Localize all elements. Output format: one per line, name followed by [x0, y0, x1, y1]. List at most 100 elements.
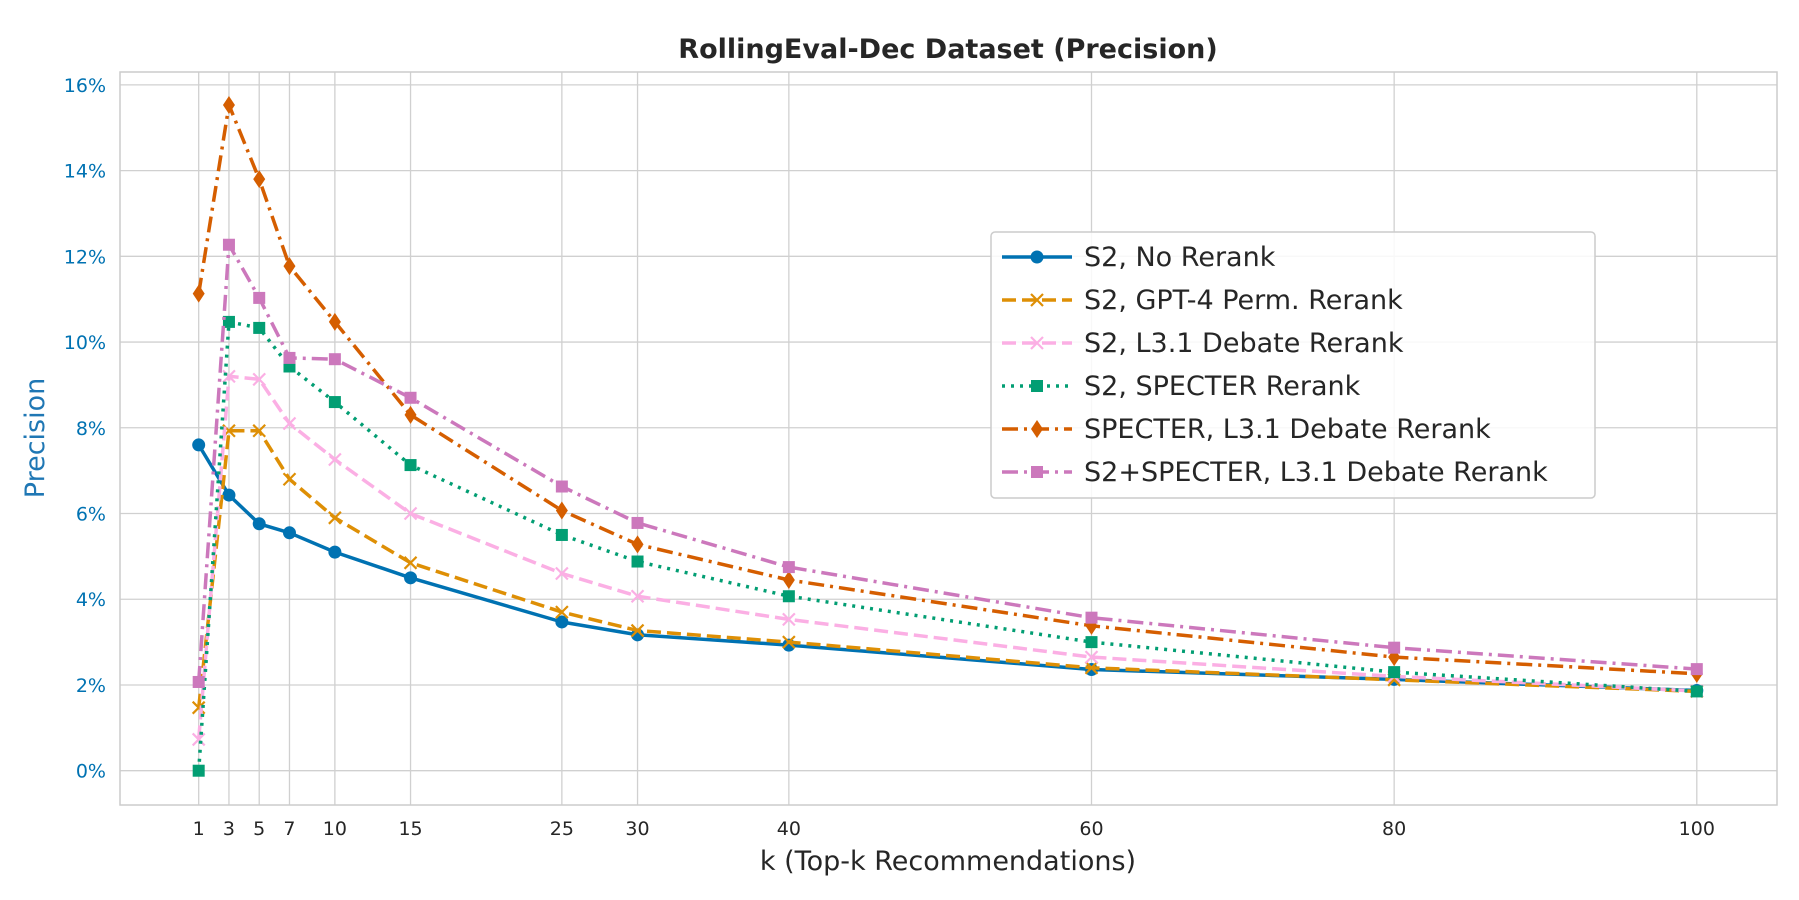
legend-entry: S2, GPT-4 Perm. Rerank [1002, 285, 1403, 316]
legend-entry: S2, No Rerank [1002, 242, 1276, 273]
series-4 [192, 315, 1703, 777]
data-point [782, 561, 795, 574]
data-point [328, 353, 341, 366]
data-point [630, 589, 645, 604]
x-tick-label: 10 [323, 818, 347, 840]
data-point [328, 312, 341, 331]
data-point [782, 570, 795, 589]
data-point [282, 416, 297, 431]
data-point [782, 590, 795, 603]
data-point [404, 571, 418, 585]
data-point [1388, 641, 1401, 654]
data-point [404, 405, 417, 424]
data-point [222, 96, 235, 115]
y-tick-label: 8% [76, 418, 106, 440]
plot-frame [119, 71, 1778, 806]
data-point [252, 517, 266, 531]
legend-entry: S2+SPECTER, L3.1 Debate Rerank [1002, 457, 1548, 488]
data-point [782, 612, 796, 627]
y-tick-label: 2% [76, 675, 106, 697]
data-point [1690, 685, 1703, 698]
data-point [192, 764, 205, 777]
legend-entry: SPECTER, L3.1 Debate Rerank [1002, 414, 1491, 445]
data-point [404, 391, 417, 404]
y-tick-label: 0% [76, 761, 106, 783]
data-point [555, 528, 568, 541]
data-point [1085, 636, 1098, 649]
data-point [328, 396, 341, 409]
y-tick-label: 12% [64, 246, 106, 268]
data-point [222, 238, 235, 251]
x-tick-label: 7 [283, 818, 295, 840]
data-point [631, 535, 644, 554]
legend-label: S2, GPT-4 Perm. Rerank [1084, 285, 1403, 316]
y-axis-label: Precision [20, 378, 51, 498]
series-line [196, 374, 1697, 740]
data-point [192, 675, 205, 688]
x-axis-label: k (Top-k Recommendations) [760, 846, 1136, 877]
series-line [196, 429, 1697, 708]
series-line [197, 443, 1697, 693]
data-point [253, 291, 266, 304]
data-point [631, 555, 644, 568]
legend: S2, No Rerank S2, GPT-4 Perm. Rerank S2, L… [990, 231, 1596, 499]
legend-label: S2, L3.1 Debate Rerank [1084, 328, 1404, 359]
data-point [252, 424, 266, 438]
x-tick-label: 15 [398, 818, 422, 840]
y-tick-label: 10% [64, 332, 106, 354]
data-point [282, 472, 297, 486]
x-tick-label: 60 [1079, 818, 1103, 840]
data-point [222, 369, 236, 384]
legend-marker [1030, 336, 1044, 350]
legend-label: SPECTER, L3.1 Debate Rerank [1084, 414, 1491, 445]
x-tick-label: 80 [1382, 818, 1406, 840]
series-6 [192, 238, 1703, 688]
legend-marker [1031, 380, 1043, 392]
legend-marker [1031, 466, 1043, 478]
x-tick-label: 100 [1679, 818, 1715, 840]
data-point [328, 545, 342, 559]
data-point [222, 488, 236, 502]
chart-title: RollingEval-Dec Dataset (Precision) [678, 34, 1217, 65]
legend-label: S2+SPECTER, L3.1 Debate Rerank [1084, 457, 1548, 488]
data-point [555, 480, 568, 493]
data-point [1084, 661, 1099, 675]
data-point [555, 566, 569, 581]
data-point [253, 170, 266, 189]
data-point [630, 623, 645, 638]
data-point [283, 351, 296, 364]
x-tick-label: 5 [253, 818, 265, 840]
y-tick-label: 6% [76, 504, 106, 526]
data-point [403, 506, 418, 521]
x-tick-label: 1 [193, 818, 205, 840]
data-point [555, 501, 568, 520]
x-tick-label: 3 [223, 818, 235, 840]
legend-entry: S2, SPECTER Rerank [1002, 371, 1361, 402]
data-point [192, 438, 206, 452]
y-tick-label: 16% [64, 75, 106, 97]
data-point [1690, 663, 1703, 676]
x-tick-label: 30 [625, 818, 649, 840]
y-tick-label: 4% [76, 589, 106, 611]
data-point [631, 516, 644, 529]
legend-marker [1031, 420, 1043, 438]
series-group [191, 96, 1704, 777]
legend-marker [1030, 293, 1044, 307]
data-point [191, 732, 206, 747]
series-line [196, 103, 1697, 676]
data-point [555, 605, 569, 619]
data-point [252, 372, 266, 387]
data-point [192, 284, 205, 303]
y-tick-label: 14% [64, 161, 106, 183]
data-point [403, 556, 418, 570]
legend-label: S2, No Rerank [1084, 242, 1276, 273]
data-point [1085, 611, 1098, 624]
data-point [328, 511, 342, 525]
legend-box [990, 231, 1596, 499]
data-point [1388, 666, 1401, 679]
data-point [782, 635, 796, 649]
data-point [1084, 650, 1099, 664]
legend-entry: S2, L3.1 Debate Rerank [1002, 328, 1404, 359]
legend-label: S2, SPECTER Rerank [1084, 371, 1361, 402]
